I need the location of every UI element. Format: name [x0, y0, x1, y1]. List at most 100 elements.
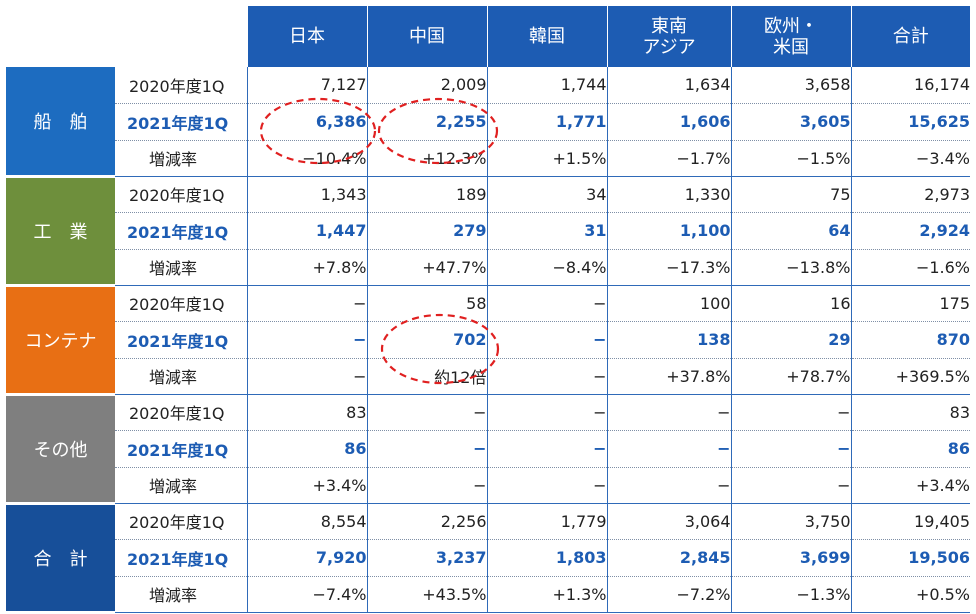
category-label: コンテナ — [6, 285, 115, 396]
col-header-se-asia: 東南 アジア — [606, 6, 731, 67]
cell-eu-us: − — [731, 430, 852, 468]
cell-korea: 1,771 — [487, 103, 608, 141]
cell-se-asia: − — [607, 467, 732, 504]
cell-se-asia: 3,064 — [607, 503, 732, 540]
row-label: 増減率 — [115, 358, 248, 395]
cell-china: 2,256 — [367, 503, 488, 540]
cell-eu-us: − — [731, 394, 852, 431]
cell-china: +12.3% — [367, 140, 488, 177]
row-label: 2020年度1Q — [115, 67, 248, 104]
cell-eu-us: −13.8% — [731, 249, 852, 286]
cell-eu-us: 16 — [731, 285, 852, 322]
row-label: 2021年度1Q — [115, 321, 248, 359]
cell-se-asia: 1,606 — [607, 103, 732, 141]
cell-se-asia: − — [607, 430, 732, 468]
cell-se-asia: 1,634 — [607, 67, 732, 104]
category-label: 合 計 — [6, 503, 115, 614]
category-label: 工 業 — [6, 176, 115, 287]
cell-korea: 1,779 — [487, 503, 608, 540]
cell-korea: − — [487, 321, 608, 359]
row-label: 2020年度1Q — [115, 394, 248, 431]
row-2021-1q: 2021年度1Q 6,386 2,255 1,771 1,606 3,605 15,625 — [6, 103, 970, 141]
row-label: 増減率 — [115, 249, 248, 286]
cell-korea: 31 — [487, 212, 608, 250]
cell-japan: 8,554 — [247, 503, 368, 540]
cell-korea: − — [487, 285, 608, 322]
cell-total: 870 — [851, 321, 970, 359]
cell-china: 189 — [367, 176, 488, 213]
row-2020-1q: コンテナ 2020年度1Q −58−100 16 175 — [6, 285, 970, 396]
cell-japan: − — [247, 321, 368, 359]
cell-japan: 83 — [247, 394, 368, 431]
cell-china: − — [367, 394, 488, 431]
cell-total: −3.4% — [851, 140, 970, 177]
cell-china: 約12倍 — [367, 358, 488, 395]
cell-total: 175 — [851, 285, 970, 322]
row-change-rate: 増減率 +7.8% +47.7% −8.4% −17.3% −13.8% −1.6% — [6, 249, 970, 286]
cell-korea: − — [487, 467, 608, 504]
cell-total: +3.4% — [851, 467, 970, 504]
row-label: 2020年度1Q — [115, 176, 248, 213]
cell-eu-us: 29 — [731, 321, 852, 359]
cell-china: 2,255 — [367, 103, 488, 141]
header-row: 日本 中国 韓国 東南 アジア 欧州・ 米国 合計 — [6, 6, 970, 67]
row-label: 2021年度1Q — [115, 539, 248, 577]
cell-japan: 86 — [247, 430, 368, 468]
col-header-eu-us: 欧州・ 米国 — [730, 6, 851, 67]
cell-total: 16,174 — [851, 67, 970, 104]
cell-korea: − — [487, 394, 608, 431]
cell-japan: 7,920 — [247, 539, 368, 577]
row-change-rate: 増減率 − 約12倍 − +37.8% +78.7% +369.5% — [6, 358, 970, 395]
cell-total: 15,625 — [851, 103, 970, 141]
highlight-china-ship — [377, 97, 499, 165]
cell-korea: 1,744 — [487, 67, 608, 104]
cell-total: −1.6% — [851, 249, 970, 286]
cell-se-asia: − — [607, 394, 732, 431]
cell-se-asia: 2,845 — [607, 539, 732, 577]
cell-japan: 1,343 — [247, 176, 368, 213]
col-header-japan: 日本 — [246, 6, 367, 67]
category-label: 船 舶 — [6, 67, 115, 178]
cell-eu-us: −1.5% — [731, 140, 852, 177]
comparison-table: 日本 中国 韓国 東南 アジア 欧州・ 米国 合計 船 舶 2020年度1Q 7,127… — [6, 6, 970, 614]
row-2021-1q: 2021年度1Q 86− − − −86 — [6, 430, 970, 468]
cell-china: 702 — [367, 321, 488, 359]
row-change-rate: 増減率 −10.4% +12.3% +1.5% −1.7% −1.5% −3.4% — [6, 140, 970, 177]
row-label: 2021年度1Q — [115, 103, 248, 141]
cell-eu-us: − — [731, 467, 852, 504]
cell-total: 19,405 — [851, 503, 970, 540]
highlight-japan-ship — [259, 97, 377, 165]
row-label: 2021年度1Q — [115, 212, 248, 250]
cell-total: 86 — [851, 430, 970, 468]
cell-total: +369.5% — [851, 358, 970, 395]
row-2020-1q: 船 舶 2020年度1Q 7,127 2,009 1,744 1,634 3,658 16,1… — [6, 67, 970, 178]
cell-japan: 6,386 — [247, 103, 368, 141]
cell-korea: − — [487, 358, 608, 395]
cell-se-asia: 100 — [607, 285, 732, 322]
row-label: 増減率 — [115, 467, 248, 504]
row-2020-1q: その他 2020年度1Q 83− − − −83 — [6, 394, 970, 505]
col-header-total: 合計 — [850, 6, 970, 67]
cell-eu-us: 3,658 — [731, 67, 852, 104]
cell-eu-us: 64 — [731, 212, 852, 250]
row-2021-1q: 2021年度1Q 7,920 3,237 1,803 2,845 3,699 19,506 — [6, 539, 970, 577]
cell-japan: +7.8% — [247, 249, 368, 286]
cell-se-asia: 138 — [607, 321, 732, 359]
cell-japan: 1,447 — [247, 212, 368, 250]
cell-se-asia: 1,100 — [607, 212, 732, 250]
cell-japan: +3.4% — [247, 467, 368, 504]
table-body: 船 舶 2020年度1Q 7,127 2,009 1,744 1,634 3,658 16,1… — [6, 67, 970, 614]
row-change-rate: 増減率 +3.4% − − − − +3.4% — [6, 467, 970, 504]
cell-korea: 1,803 — [487, 539, 608, 577]
cell-se-asia: 1,330 — [607, 176, 732, 213]
cell-se-asia: −1.7% — [607, 140, 732, 177]
cell-eu-us: +78.7% — [731, 358, 852, 395]
col-header-korea: 韓国 — [486, 6, 607, 67]
corner-cell — [6, 6, 247, 67]
cell-korea: 34 — [487, 176, 608, 213]
cell-total: 19,506 — [851, 539, 970, 577]
cell-china: +47.7% — [367, 249, 488, 286]
row-2020-1q: 合 計 2020年度1Q 8,554 2,256 1,779 3,064 3,750 19,4… — [6, 503, 970, 614]
